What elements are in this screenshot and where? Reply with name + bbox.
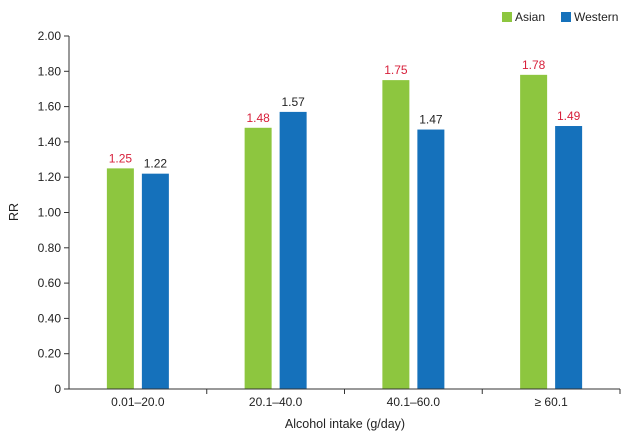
- data-label-western-0: 1.22: [144, 157, 168, 171]
- y-axis-title: RR: [7, 203, 21, 221]
- data-label-asian-3: 1.78: [522, 58, 546, 72]
- y-tick-label: 0.20: [38, 347, 62, 361]
- data-label-western-3: 1.49: [557, 109, 581, 123]
- bar-western-1: [280, 112, 307, 389]
- legend-label-asian: Asian: [515, 10, 545, 24]
- bar-asian-0: [107, 168, 134, 389]
- legend-label-western: Western: [574, 10, 618, 24]
- y-tick-label: 1.20: [38, 170, 62, 184]
- y-tick-label: 1.00: [38, 206, 62, 220]
- y-axis-ticks: 0 0.20 0.40 0.60 0.80 1.00 1.20 1.40 1.60 1.80 2.0…: [38, 29, 69, 396]
- data-label-asian-2: 1.75: [384, 63, 408, 77]
- legend-swatch-western: [561, 12, 571, 22]
- bar-western-2: [417, 130, 444, 389]
- y-tick-label: 0: [54, 382, 61, 396]
- y-tick-label: 1.60: [38, 100, 62, 114]
- bars: 1.25 1.22 1.48 1.57 1.75 1.47 1.78 1.49: [107, 58, 582, 389]
- x-axis-ticks: 0.01–20.0 20.1–40.0 40.1–60.0 ≥ 60.1: [111, 389, 620, 409]
- y-tick-label: 0.40: [38, 311, 62, 325]
- data-label-western-2: 1.47: [419, 113, 443, 127]
- x-tick-label: 20.1–40.0: [249, 395, 303, 409]
- y-tick-label: 0.80: [38, 241, 62, 255]
- x-tick-label: ≥ 60.1: [534, 395, 568, 409]
- legend: Asian Western: [502, 10, 618, 24]
- bar-western-0: [142, 174, 169, 389]
- data-label-asian-1: 1.48: [246, 111, 270, 125]
- y-tick-label: 2.00: [38, 29, 62, 43]
- x-tick-label: 0.01–20.0: [111, 395, 165, 409]
- data-label-western-1: 1.57: [281, 95, 305, 109]
- data-label-asian-0: 1.25: [109, 151, 133, 165]
- x-axis-title: Alcohol intake (g/day): [285, 417, 405, 431]
- bar-western-3: [555, 126, 582, 389]
- bar-asian-3: [520, 75, 547, 389]
- bar-asian-1: [245, 128, 272, 389]
- x-tick-label: 40.1–60.0: [387, 395, 441, 409]
- y-tick-label: 1.80: [38, 64, 62, 78]
- bar-asian-2: [382, 80, 409, 389]
- y-tick-label: 1.40: [38, 135, 62, 149]
- legend-swatch-asian: [502, 12, 512, 22]
- y-tick-label: 0.60: [38, 276, 62, 290]
